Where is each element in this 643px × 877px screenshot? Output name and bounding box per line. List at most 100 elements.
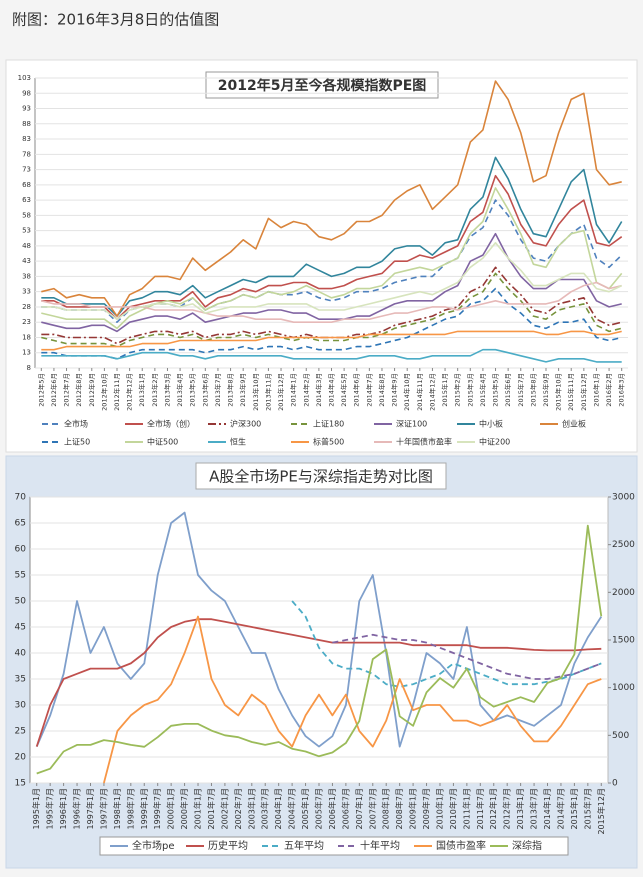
- series-line: [41, 187, 623, 330]
- series-line: [41, 156, 623, 317]
- x-tick-label: 2014年11月: [415, 373, 424, 411]
- x-tick-label: 2012年10月: [99, 373, 108, 411]
- y-tick-label: 8: [27, 364, 31, 372]
- series-line: [41, 174, 623, 320]
- y-tick-label: 68: [22, 181, 31, 189]
- legend-label: 深证100: [396, 420, 427, 429]
- legend-label: 全市场: [64, 419, 88, 429]
- x-tick-label: 2009年1月: [408, 788, 418, 829]
- x-tick-label: 2015年7月: [582, 788, 592, 829]
- x-tick-label: 1999年1月: [139, 788, 149, 829]
- x-tick-label: 2013年1月: [515, 788, 525, 829]
- y-tick-label: 48: [22, 242, 31, 250]
- x-tick-label: 2005年7月: [314, 788, 324, 829]
- legend-label: 上证50: [64, 438, 90, 447]
- x-tick-label: 2012年9月: [87, 373, 96, 407]
- x-tick-label: 2012年6月: [49, 373, 58, 407]
- x-tick-label: 2013年7月: [529, 788, 539, 829]
- legend-label: 恒生: [230, 437, 246, 447]
- x-tick-label: 2014年5月: [339, 373, 348, 407]
- legend-label: 十年平均: [360, 839, 400, 852]
- x-tick-label: 2013年2月: [150, 373, 159, 407]
- y2-tick-label: 1000: [612, 683, 635, 693]
- y2-tick-label: 2000: [612, 588, 635, 598]
- series-line: [41, 242, 623, 320]
- chart-title: A股全市场PE与深综指走势对比图: [209, 468, 433, 486]
- series-line: [41, 281, 622, 323]
- y-tick-label: 20: [15, 753, 27, 763]
- legend-label: 中小板: [479, 419, 503, 429]
- y-tick-label: 45: [15, 623, 26, 633]
- x-tick-label: 2015年6月: [503, 373, 512, 407]
- x-tick-label: 2012年8月: [74, 373, 83, 407]
- y-tick-label: 98: [22, 89, 31, 97]
- y2-tick-label: 500: [612, 731, 629, 741]
- x-tick-label: 2004年7月: [287, 788, 297, 829]
- title-box-2: [195, 462, 447, 490]
- x-tick-label: 2013年9月: [238, 373, 247, 407]
- legend-label: 全市场（创）: [147, 419, 195, 429]
- x-tick-label: 2011年1月: [461, 788, 471, 829]
- series-line: [41, 330, 622, 351]
- x-tick-label: 2015年4月: [478, 373, 487, 407]
- x-tick-label: 2003年7月: [260, 788, 270, 829]
- y-tick-label: 83: [22, 135, 31, 143]
- x-tick-label: 2005年1月: [300, 788, 310, 829]
- y-tick-label: 55: [15, 571, 26, 581]
- x-tick-label: 2010年7月: [448, 788, 458, 829]
- series-line: [41, 80, 622, 317]
- y-tick-label: 50: [15, 597, 27, 607]
- y-tick-label: 73: [22, 166, 31, 174]
- x-tick-label: 2010年1月: [434, 788, 444, 829]
- x-tick-label: 2013年3月: [162, 373, 171, 407]
- y-tick-label: 58: [22, 211, 31, 219]
- header-title: 附图：2016年3月8日的估值图: [12, 11, 219, 29]
- x-tick-label: 1995年1月: [31, 788, 41, 829]
- x-tick-label: 2015年5月: [491, 373, 500, 407]
- x-tick-label: 2015年3月: [465, 373, 474, 407]
- x-tick-label: 2014年9月: [390, 373, 399, 407]
- y-tick-label: 23: [22, 318, 31, 326]
- legend-label: 中证500: [147, 437, 178, 447]
- chart-title: 2012年5月至今各规模指数PE图: [218, 77, 427, 94]
- y-tick-label: 65: [15, 519, 26, 529]
- x-tick-label: 2015年1月: [440, 373, 449, 407]
- x-tick-label: 2004年1月: [273, 788, 283, 829]
- legend-box: [99, 836, 569, 856]
- series-line: [41, 232, 622, 333]
- x-tick-label: 2013年11月: [263, 373, 272, 411]
- x-tick-label: 2007年1月: [354, 788, 364, 829]
- x-tick-label: 2015年12月: [596, 788, 606, 835]
- x-tick-label: 2014年1月: [289, 373, 298, 407]
- legend-label: 沪深300: [230, 419, 261, 429]
- x-tick-label: 2000年7月: [179, 788, 189, 829]
- x-tick-label: 2015年1月: [569, 788, 579, 829]
- x-tick-label: 1997年7月: [98, 788, 108, 829]
- legend-label: 五年平均: [284, 839, 324, 852]
- x-tick-label: 2014年12月: [427, 373, 436, 411]
- x-tick-label: 2013年4月: [175, 373, 184, 407]
- x-tick-label: 2013年7月: [213, 373, 222, 407]
- x-tick-label: 2015年2月: [453, 373, 462, 407]
- y2-tick-label: 3000: [612, 493, 635, 503]
- y-tick-label: 63: [22, 196, 31, 204]
- legend-label: 十年国债市盈率: [396, 437, 452, 447]
- x-tick-label: 2015年9月: [541, 373, 550, 407]
- x-tick-label: 2003年1月: [246, 788, 256, 829]
- x-tick-label: 2012年7月: [502, 788, 512, 829]
- x-tick-label: 2007年7月: [367, 788, 377, 829]
- x-tick-label: 2013年5月: [188, 373, 197, 407]
- y-tick-label: 25: [15, 727, 26, 737]
- series-line: [35, 511, 603, 748]
- y-tick-label: 60: [15, 545, 27, 555]
- y-tick-label: 70: [15, 493, 27, 503]
- x-tick-label: 2008年1月: [381, 788, 391, 829]
- y-tick-label: 43: [22, 257, 31, 265]
- x-tick-label: 2008年7月: [394, 788, 404, 829]
- x-tick-label: 2016年3月: [617, 373, 626, 407]
- x-tick-label: 2016年2月: [604, 373, 613, 407]
- x-tick-label: 2014年1月: [542, 788, 552, 829]
- x-tick-label: 2014年7月: [555, 788, 565, 829]
- x-tick-label: 2015年11月: [566, 373, 575, 411]
